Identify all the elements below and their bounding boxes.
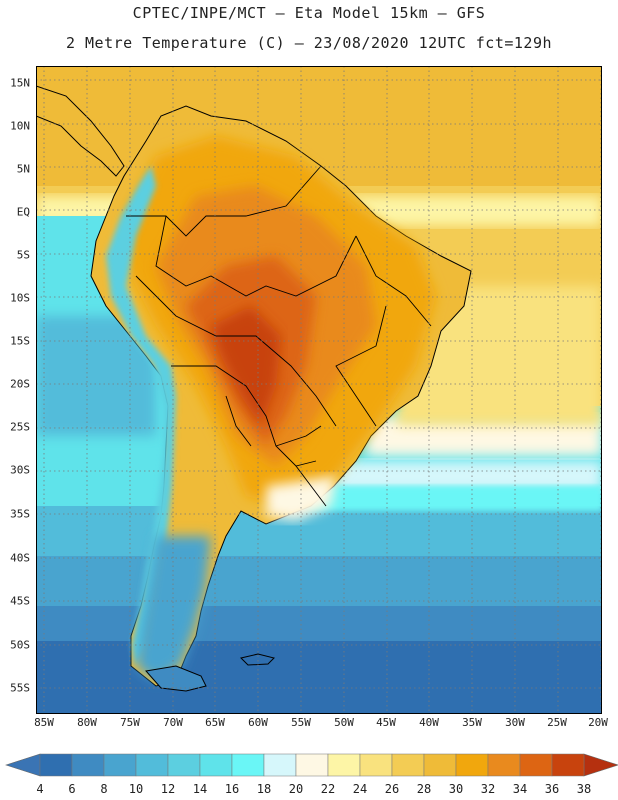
colorbar-label-8: 8 (100, 782, 108, 796)
colorbar-swatch-6 (231, 753, 265, 777)
colorbar-label-36: 36 (544, 782, 560, 796)
central-america-land (36, 85, 125, 177)
colorbar-swatch-15 (519, 753, 553, 777)
colorbar-high-arrow (583, 753, 618, 777)
colorbar-label-14: 14 (192, 782, 208, 796)
colorbar-label-18: 18 (256, 782, 272, 796)
lat-label-40s: 40S (10, 551, 30, 565)
colorbar-swatch-9 (327, 753, 361, 777)
lat-label-35s: 35S (10, 507, 30, 521)
lat-label-eq: EQ (16, 205, 30, 219)
falkland-islands (240, 653, 275, 666)
colorbar-swatch-7 (263, 753, 297, 777)
colorbar-label-4: 4 (36, 782, 44, 796)
colorbar-label-22: 22 (320, 782, 336, 796)
lat-label-30s: 30S (10, 463, 30, 477)
lon-label-20w: 20W (588, 716, 608, 729)
lon-label-75w: 75W (120, 716, 140, 729)
lat-label-10s: 10S (10, 291, 30, 305)
colorbar-label-6: 6 (68, 782, 76, 796)
lon-label-85w: 85W (34, 716, 54, 729)
lat-label-15s: 15S (10, 334, 30, 348)
colorbar-label-38: 38 (576, 782, 592, 796)
colorbar-label-30: 30 (448, 782, 464, 796)
colorbar-swatch-14 (487, 753, 521, 777)
lat-label-5n: 5N (16, 162, 30, 176)
colorbar-swatch-4 (167, 753, 201, 777)
colorbar-low-arrow (5, 753, 41, 777)
colorbar-label-34: 34 (512, 782, 528, 796)
colorbar-label-12: 12 (160, 782, 176, 796)
colorbar-label-24: 24 (352, 782, 368, 796)
chart-title-line1: CPTEC/INPE/MCT – Eta Model 15km – GFS (132, 4, 486, 22)
tierra-del-fuego (145, 665, 207, 692)
ocean-band-8 (36, 606, 602, 646)
lat-label-50s: 50S (10, 638, 30, 652)
colorbar-swatch-0 (39, 753, 73, 777)
lon-label-70w: 70W (163, 716, 183, 729)
colorbar-swatch-3 (135, 753, 169, 777)
lon-label-60w: 60W (248, 716, 268, 729)
temperature-map (36, 66, 602, 714)
lon-label-65w: 65W (205, 716, 225, 729)
colorbar-swatch-12 (423, 753, 457, 777)
lat-label-10n: 10N (10, 119, 30, 133)
ocean-patch-16 (306, 486, 602, 511)
lat-label-25s: 25S (10, 420, 30, 434)
lat-label-55s: 55S (10, 681, 30, 695)
colorbar-label-26: 26 (384, 782, 400, 796)
lon-label-30w: 30W (505, 716, 525, 729)
lon-label-25w: 25W (547, 716, 567, 729)
lon-label-50w: 50W (334, 716, 354, 729)
lat-label-5s: 5S (16, 248, 30, 262)
lat-label-20s: 20S (10, 377, 30, 391)
colorbar-swatch-1 (71, 753, 105, 777)
lon-label-80w: 80W (77, 716, 97, 729)
lon-label-40w: 40W (419, 716, 439, 729)
country-borders (126, 165, 432, 507)
colorbar-swatch-13 (455, 753, 489, 777)
map-border (36, 66, 602, 714)
temperature-colorbar (5, 753, 618, 777)
colorbar-label-28: 28 (416, 782, 432, 796)
lon-label-55w: 55W (291, 716, 311, 729)
lat-label-45s: 45S (10, 594, 30, 608)
colorbar-label-10: 10 (128, 782, 144, 796)
lon-label-45w: 45W (376, 716, 396, 729)
colorbar-swatch-16 (551, 753, 585, 777)
colorbar-label-32: 32 (480, 782, 496, 796)
colorbar-swatch-5 (199, 753, 233, 777)
colorbar-label-16: 16 (224, 782, 240, 796)
colorbar-swatch-10 (359, 753, 393, 777)
lat-label-15n: 15N (10, 76, 30, 90)
colorbar-swatch-2 (103, 753, 137, 777)
ocean-band-4 (36, 641, 602, 714)
lon-label-35w: 35W (462, 716, 482, 729)
colorbar-swatch-11 (391, 753, 425, 777)
chart-title-line2: 2 Metre Temperature (C) – 23/08/2020 12U… (65, 34, 553, 52)
patagonia-cool (136, 536, 211, 681)
colorbar-swatch-8 (295, 753, 329, 777)
colorbar-label-20: 20 (288, 782, 304, 796)
